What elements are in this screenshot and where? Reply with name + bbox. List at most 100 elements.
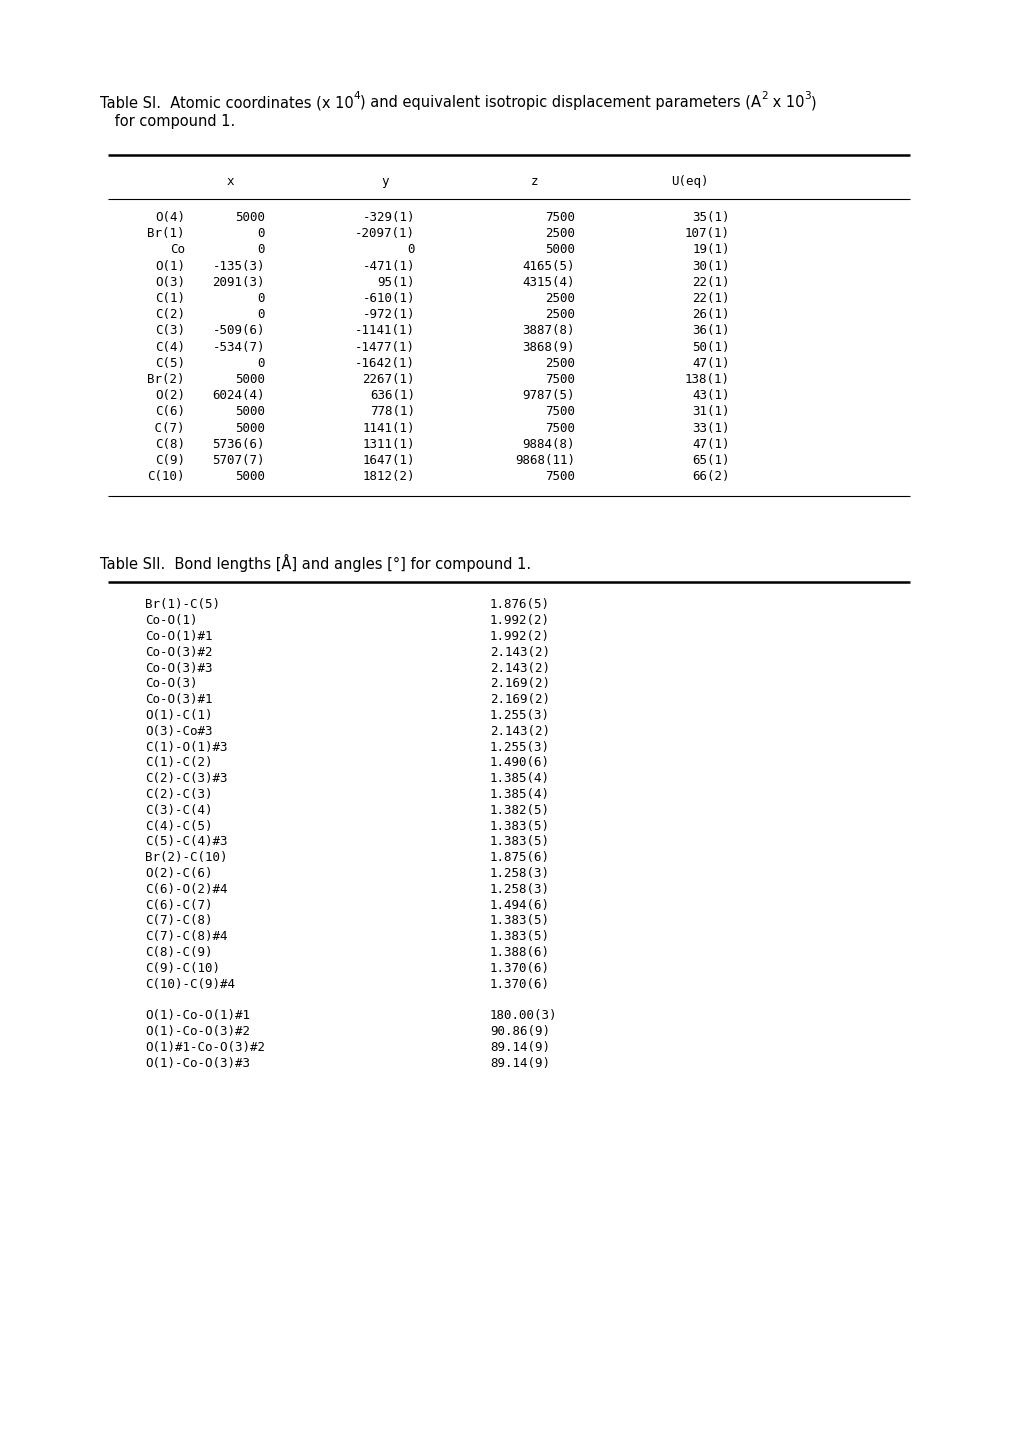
Text: 7500: 7500	[544, 421, 575, 434]
Text: 7500: 7500	[544, 211, 575, 224]
Text: O(2): O(2)	[155, 390, 184, 403]
Text: 1.494(6): 1.494(6)	[489, 899, 549, 912]
Text: 7500: 7500	[544, 372, 575, 385]
Text: C(9): C(9)	[155, 455, 184, 468]
Text: Br(1): Br(1)	[148, 227, 184, 240]
Text: 3868(9): 3868(9)	[522, 341, 575, 354]
Text: O(2)-C(6): O(2)-C(6)	[145, 867, 212, 880]
Text: -972(1): -972(1)	[362, 309, 415, 322]
Text: 1.255(3): 1.255(3)	[489, 709, 549, 722]
Text: 7500: 7500	[544, 470, 575, 483]
Text: 2500: 2500	[544, 291, 575, 304]
Text: O(1): O(1)	[155, 260, 184, 273]
Text: O(3): O(3)	[155, 276, 184, 289]
Text: -509(6): -509(6)	[212, 325, 265, 338]
Text: C(5)-C(4)#3: C(5)-C(4)#3	[145, 835, 227, 848]
Text: 4: 4	[354, 91, 360, 101]
Text: 9884(8): 9884(8)	[522, 437, 575, 450]
Text: 5000: 5000	[544, 244, 575, 257]
Text: 2.143(2): 2.143(2)	[489, 661, 549, 674]
Text: C(7)-C(8): C(7)-C(8)	[145, 915, 212, 928]
Text: C(3)-C(4): C(3)-C(4)	[145, 804, 212, 817]
Text: 3: 3	[804, 91, 810, 101]
Text: 1.383(5): 1.383(5)	[489, 931, 549, 944]
Text: 2500: 2500	[544, 227, 575, 240]
Text: 1311(1): 1311(1)	[362, 437, 415, 450]
Text: 30(1): 30(1)	[692, 260, 730, 273]
Text: 50(1): 50(1)	[692, 341, 730, 354]
Text: C(2)-C(3): C(2)-C(3)	[145, 788, 212, 801]
Text: O(1)-Co-O(3)#3: O(1)-Co-O(3)#3	[145, 1056, 250, 1069]
Text: 1.383(5): 1.383(5)	[489, 835, 549, 848]
Text: 22(1): 22(1)	[692, 276, 730, 289]
Text: 65(1): 65(1)	[692, 455, 730, 468]
Text: 1.992(2): 1.992(2)	[489, 615, 549, 628]
Text: 138(1): 138(1)	[685, 372, 730, 385]
Text: C(6): C(6)	[155, 405, 184, 418]
Text: 90.86(9): 90.86(9)	[489, 1025, 549, 1038]
Text: 43(1): 43(1)	[692, 390, 730, 403]
Text: 1.382(5): 1.382(5)	[489, 804, 549, 817]
Text: 36(1): 36(1)	[692, 325, 730, 338]
Text: 1.370(6): 1.370(6)	[489, 962, 549, 975]
Text: -534(7): -534(7)	[212, 341, 265, 354]
Text: y: y	[381, 175, 388, 188]
Text: C(4)-C(5): C(4)-C(5)	[145, 820, 212, 833]
Text: 47(1): 47(1)	[692, 356, 730, 369]
Text: 1141(1): 1141(1)	[362, 421, 415, 434]
Text: 2: 2	[760, 91, 767, 101]
Text: C(5): C(5)	[155, 356, 184, 369]
Text: 778(1): 778(1)	[370, 405, 415, 418]
Text: 1812(2): 1812(2)	[362, 470, 415, 483]
Text: 1.876(5): 1.876(5)	[489, 599, 549, 612]
Text: 47(1): 47(1)	[692, 437, 730, 450]
Text: Table SI.  Atomic coordinates (x 10: Table SI. Atomic coordinates (x 10	[100, 95, 354, 110]
Text: 1.370(6): 1.370(6)	[489, 977, 549, 990]
Text: 7500: 7500	[544, 405, 575, 418]
Text: 4315(4): 4315(4)	[522, 276, 575, 289]
Text: C(9)-C(10): C(9)-C(10)	[145, 962, 220, 975]
Text: 1.258(3): 1.258(3)	[489, 883, 549, 896]
Text: O(1)-Co-O(1)#1: O(1)-Co-O(1)#1	[145, 1009, 250, 1022]
Text: -1141(1): -1141(1)	[355, 325, 415, 338]
Text: O(1)-Co-O(3)#2: O(1)-Co-O(3)#2	[145, 1025, 250, 1038]
Text: 6024(4): 6024(4)	[212, 390, 265, 403]
Text: 0: 0	[257, 227, 265, 240]
Text: x 10: x 10	[767, 95, 804, 110]
Text: 1.383(5): 1.383(5)	[489, 915, 549, 928]
Text: Table SII.  Bond lengths [Å] and angles [°] for compound 1.: Table SII. Bond lengths [Å] and angles […	[100, 554, 531, 573]
Text: 5707(7): 5707(7)	[212, 455, 265, 468]
Text: 2.143(2): 2.143(2)	[489, 724, 549, 737]
Text: O(3)-Co#3: O(3)-Co#3	[145, 724, 212, 737]
Text: 5000: 5000	[234, 405, 265, 418]
Text: C(1): C(1)	[155, 291, 184, 304]
Text: -1642(1): -1642(1)	[355, 356, 415, 369]
Text: Co-O(1): Co-O(1)	[145, 615, 198, 628]
Text: 2267(1): 2267(1)	[362, 372, 415, 385]
Text: C(10): C(10)	[148, 470, 184, 483]
Text: 89.14(9): 89.14(9)	[489, 1056, 549, 1069]
Text: C(1)-C(2): C(1)-C(2)	[145, 756, 212, 769]
Text: 35(1): 35(1)	[692, 211, 730, 224]
Text: 1.258(3): 1.258(3)	[489, 867, 549, 880]
Text: 2.169(2): 2.169(2)	[489, 677, 549, 690]
Text: O(1)#1-Co-O(3)#2: O(1)#1-Co-O(3)#2	[145, 1040, 265, 1053]
Text: -2097(1): -2097(1)	[355, 227, 415, 240]
Text: C(6)-C(7): C(6)-C(7)	[145, 899, 212, 912]
Text: 1.385(4): 1.385(4)	[489, 772, 549, 785]
Text: 26(1): 26(1)	[692, 309, 730, 322]
Text: Co-O(3)#1: Co-O(3)#1	[145, 693, 212, 706]
Text: C(2): C(2)	[155, 309, 184, 322]
Text: 31(1): 31(1)	[692, 405, 730, 418]
Text: Co: Co	[170, 244, 184, 257]
Text: C(8)-C(9): C(8)-C(9)	[145, 947, 212, 960]
Text: C(10)-C(9)#4: C(10)-C(9)#4	[145, 977, 234, 990]
Text: 1.490(6): 1.490(6)	[489, 756, 549, 769]
Text: 9787(5): 9787(5)	[522, 390, 575, 403]
Text: C(1)-O(1)#3: C(1)-O(1)#3	[145, 740, 227, 753]
Text: 180.00(3): 180.00(3)	[489, 1009, 557, 1022]
Text: 2500: 2500	[544, 309, 575, 322]
Text: 1.255(3): 1.255(3)	[489, 740, 549, 753]
Text: 1647(1): 1647(1)	[362, 455, 415, 468]
Text: 66(2): 66(2)	[692, 470, 730, 483]
